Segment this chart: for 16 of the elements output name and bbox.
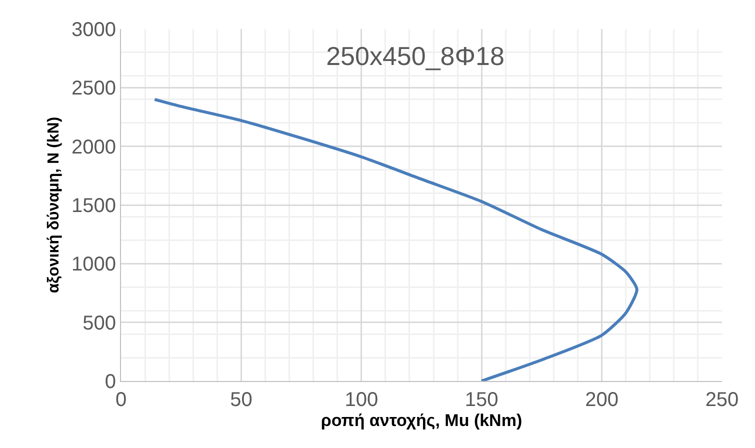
y-tick-label: 3000 [72,19,116,41]
x-axis-title: ροπή αντοχής, Mu (kNm) [320,411,522,430]
text: 250x450_8Φ18 [326,41,504,72]
y-tick-label: 500 [82,312,116,334]
y-tick-label: 1000 [72,254,116,276]
x-tick-label: 100 [344,389,378,411]
x-tick-label: 200 [585,389,618,411]
y-axis-title: αξονική δύναμη, N (kN) [45,116,62,294]
y-tick-label: 1500 [72,195,116,217]
x-tick-label: 50 [230,389,252,411]
x-tick-label: 250 [705,389,739,411]
y-tick-label: 2500 [72,78,116,100]
line-series [153,98,638,381]
y-tick-label: 0 [104,371,116,393]
y-tick-label: 2000 [72,136,116,158]
x-tick-label: 150 [464,389,498,411]
